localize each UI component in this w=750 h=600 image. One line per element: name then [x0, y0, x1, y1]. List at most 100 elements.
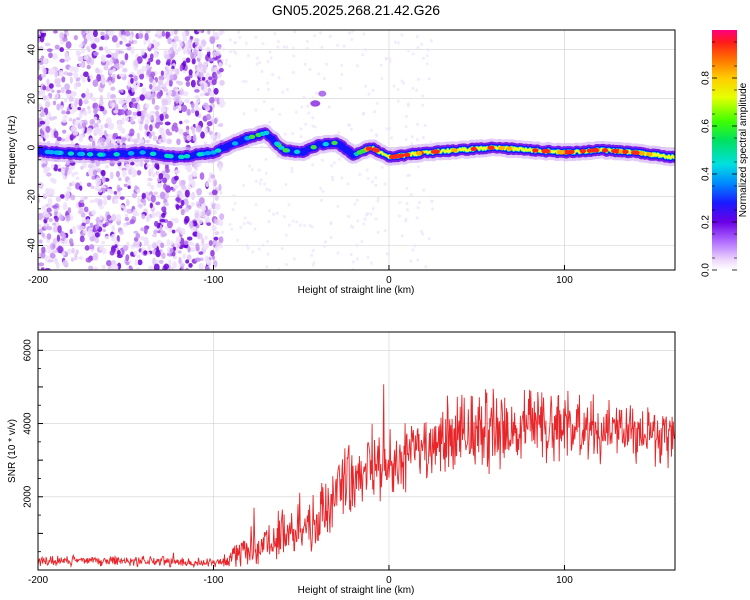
noise-speckle	[85, 218, 91, 225]
noise-speckle	[69, 240, 73, 246]
noise-speckle	[45, 125, 51, 133]
noise-speckle	[194, 89, 200, 93]
noise-speckle	[146, 213, 150, 221]
noise-speckle	[146, 251, 151, 256]
ridge-hotspot	[77, 151, 84, 157]
noise-speckle	[222, 47, 226, 52]
noise-speckle	[185, 259, 190, 264]
noise-speckle	[47, 259, 54, 263]
noise-speckle	[242, 112, 246, 116]
noise-speckle	[177, 250, 182, 254]
noise-speckle	[385, 127, 389, 131]
noise-speckle	[42, 95, 47, 101]
noise-speckle	[78, 62, 85, 68]
noise-speckle	[164, 121, 171, 126]
noise-speckle	[129, 266, 134, 270]
noise-speckle	[156, 182, 163, 188]
ridge-hotspot	[403, 152, 411, 158]
noise-speckle	[152, 135, 158, 142]
noise-speckle	[191, 179, 196, 187]
noise-speckle	[48, 217, 53, 223]
noise-speckle	[361, 112, 365, 116]
colorbar-tick-label: 0.6	[701, 119, 712, 133]
noise-speckle	[120, 89, 124, 93]
noise-speckle	[99, 94, 104, 102]
noise-speckle	[89, 74, 94, 80]
noise-speckle	[108, 190, 114, 194]
noise-speckle	[121, 169, 127, 178]
noise-speckle	[364, 47, 367, 52]
noise-speckle	[83, 55, 89, 60]
noise-speckle	[218, 103, 225, 108]
noise-speckle	[142, 198, 147, 207]
noise-speckle	[131, 170, 137, 178]
noise-speckle	[182, 91, 189, 97]
noise-speckle	[223, 101, 226, 105]
noise-speckle	[253, 227, 257, 231]
noise-speckle	[56, 103, 61, 111]
colorbar-tick-label: 0.2	[701, 215, 712, 229]
noise-speckle	[166, 238, 170, 247]
noise-speckle	[267, 220, 271, 224]
noise-speckle	[59, 194, 65, 199]
noise-speckle	[166, 68, 172, 73]
noise-speckle	[384, 56, 388, 60]
noise-speckle	[405, 186, 409, 191]
noise-speckle	[305, 46, 309, 50]
noise-speckle	[64, 237, 68, 245]
noise-speckle	[125, 241, 130, 246]
noise-speckle	[133, 59, 139, 67]
noise-speckle	[188, 220, 194, 229]
noise-speckle	[292, 54, 296, 58]
noise-speckle	[410, 142, 414, 146]
noise-speckle	[48, 68, 54, 75]
noise-speckle	[234, 51, 238, 55]
noise-speckle	[118, 99, 125, 105]
noise-speckle	[124, 213, 129, 218]
noise-speckle	[54, 209, 59, 218]
ridge-hotspot	[274, 141, 281, 146]
ridge-hotspot	[128, 151, 135, 156]
noise-speckle	[228, 64, 232, 68]
noise-speckle	[100, 31, 105, 36]
ridge-hotspot	[593, 148, 600, 153]
noise-speckle	[143, 250, 148, 255]
noise-speckle	[209, 97, 215, 104]
noise-speckle	[87, 167, 94, 176]
noise-speckle	[113, 109, 119, 114]
noise-speckle	[400, 234, 404, 238]
noise-speckle	[360, 240, 364, 244]
noise-speckle	[151, 171, 156, 178]
noise-speckle	[219, 79, 225, 86]
spectrogram-y-tick-label: -40	[27, 238, 38, 253]
noise-speckle	[79, 235, 85, 243]
noise-speckle	[264, 171, 268, 175]
noise-speckle	[361, 53, 365, 57]
noise-speckle	[101, 240, 106, 245]
noise-speckle	[130, 251, 134, 257]
noise-speckle	[163, 263, 170, 270]
noise-speckle	[166, 220, 173, 229]
noise-speckle	[356, 257, 359, 261]
noise-speckle	[275, 211, 279, 215]
noise-speckle	[128, 168, 133, 176]
noise-speckle	[109, 57, 113, 66]
noise-speckle	[311, 163, 314, 167]
noise-speckle	[205, 113, 211, 121]
noise-speckle	[232, 49, 236, 53]
noise-speckle	[202, 61, 209, 66]
noise-speckle	[98, 46, 104, 51]
noise-speckle	[155, 259, 160, 264]
noise-speckle	[152, 80, 157, 88]
noise-speckle	[159, 113, 164, 122]
noise-speckle	[134, 258, 139, 266]
noise-speckle	[285, 233, 288, 237]
noise-speckle	[121, 116, 125, 125]
noise-speckle	[81, 93, 86, 98]
noise-speckle	[109, 122, 115, 131]
noise-speckle	[53, 30, 58, 34]
noise-speckle	[119, 204, 125, 209]
noise-speckle	[329, 235, 333, 240]
noise-speckle	[168, 259, 172, 266]
noise-speckle	[246, 53, 250, 58]
